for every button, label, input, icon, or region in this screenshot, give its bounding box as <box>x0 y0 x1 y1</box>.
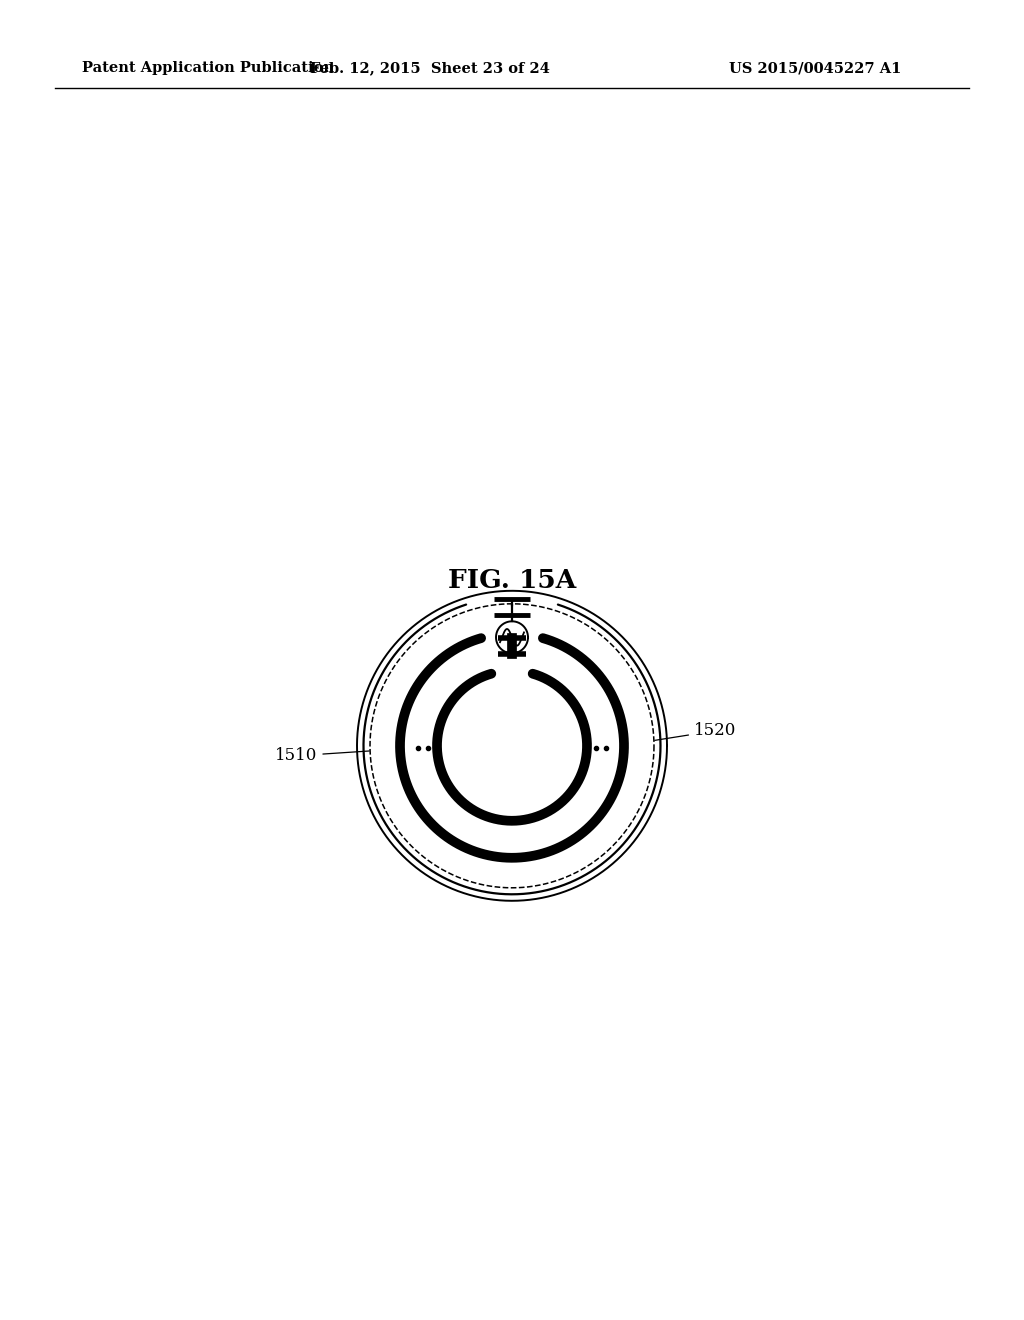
Text: Patent Application Publication: Patent Application Publication <box>82 61 334 75</box>
Text: 1510: 1510 <box>275 747 370 764</box>
Text: Feb. 12, 2015  Sheet 23 of 24: Feb. 12, 2015 Sheet 23 of 24 <box>310 61 550 75</box>
Text: US 2015/0045227 A1: US 2015/0045227 A1 <box>729 61 901 75</box>
Text: 1520: 1520 <box>654 722 736 741</box>
Text: FIG. 15A: FIG. 15A <box>447 569 577 593</box>
